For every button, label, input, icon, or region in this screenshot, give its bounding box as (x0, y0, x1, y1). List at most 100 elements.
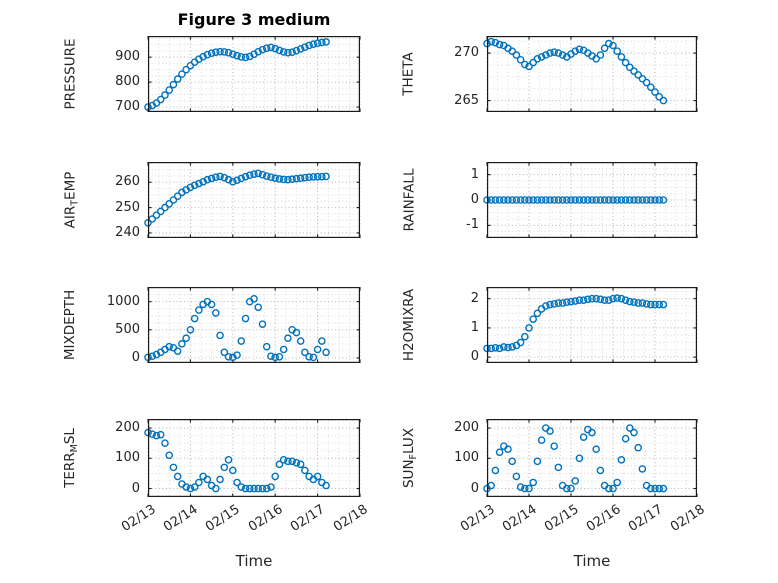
data-point (186, 325, 195, 334)
data-point (203, 50, 212, 59)
data-point (271, 44, 279, 53)
data-point (250, 484, 258, 493)
subplot-mixdepth: 0 500 1000 MIXDEPTH (62, 287, 361, 365)
data-point (516, 55, 525, 64)
data-point (288, 48, 296, 56)
data-point (621, 434, 630, 443)
data-point (296, 45, 305, 53)
data-point (199, 52, 207, 61)
data-point (182, 65, 190, 74)
data-point (617, 294, 626, 303)
x-tick-label: 02/16 (583, 502, 624, 535)
y-tick-label: -1 (466, 217, 479, 233)
data-point (262, 484, 271, 493)
x-tick-label: 02/17 (625, 502, 666, 535)
y-tick-label: 800 (115, 74, 140, 90)
data-point (642, 300, 651, 308)
data-point (161, 439, 169, 447)
data-point (284, 334, 292, 343)
x-tick-label: 02/16 (245, 502, 286, 535)
data-point (224, 48, 233, 57)
data-point (258, 484, 267, 493)
data-point (241, 484, 250, 493)
data-point (313, 345, 322, 354)
data-point (203, 175, 212, 184)
data-point (521, 484, 529, 493)
data-point (182, 334, 190, 343)
data-point (546, 49, 554, 57)
plot-area-h2omixra (483, 287, 698, 364)
x-axis-label-left: Time (235, 552, 273, 570)
subplot-air-temp: 240 250 260 AIRTEMP (62, 162, 361, 240)
data-point (178, 70, 186, 78)
data-point (292, 459, 301, 467)
data-point (301, 173, 309, 182)
data-point (592, 54, 600, 63)
data-point (605, 39, 613, 48)
data-point (571, 297, 579, 305)
y-tick-label: 1000 (106, 293, 140, 309)
data-point (592, 445, 600, 454)
data-point (491, 344, 500, 352)
data-point (537, 436, 546, 444)
data-point (152, 431, 161, 440)
data-point (224, 175, 233, 184)
data-point (495, 40, 504, 49)
data-point (186, 183, 195, 192)
y-axis-label-rainfall: RAINFALL (401, 168, 418, 232)
data-point (296, 337, 305, 345)
data-point (207, 300, 216, 309)
data-point (254, 47, 263, 56)
data-point (613, 478, 621, 487)
y-axis-label-h2omixra: H2OMIXRA (401, 288, 417, 362)
data-point (292, 174, 301, 183)
data-point (596, 295, 605, 304)
x-tick-label: 02/15 (541, 502, 582, 535)
y-tick-label: 240 (115, 224, 140, 240)
data-point (279, 345, 288, 354)
data-point (190, 483, 199, 491)
data-point (322, 172, 330, 181)
data-point (156, 95, 165, 104)
data-point (250, 295, 258, 303)
data-point (521, 196, 529, 204)
plot-area-mixdepth (144, 287, 361, 364)
data-point (284, 175, 292, 184)
y-tick-label: 200 (115, 420, 140, 436)
data-point (609, 294, 617, 303)
data-point (165, 451, 174, 460)
data-point (613, 196, 621, 204)
data-point (630, 67, 638, 75)
data-point (634, 196, 642, 204)
data-point (516, 483, 525, 491)
data-point (279, 175, 288, 184)
data-point (296, 174, 305, 183)
data-point (313, 39, 322, 48)
data-point (233, 351, 241, 359)
data-point (634, 71, 642, 79)
data-point (554, 196, 563, 204)
data-point (659, 96, 668, 105)
data-point (262, 172, 271, 180)
data-point (322, 38, 330, 46)
data-point (322, 348, 330, 357)
y-tick-label: 900 (115, 49, 140, 65)
data-point (220, 348, 229, 357)
data-point (296, 460, 305, 469)
data-point (199, 177, 207, 186)
data-point (504, 196, 512, 204)
data-point (563, 196, 571, 204)
data-point (525, 324, 533, 332)
data-point (491, 196, 500, 204)
y-tick-label: 0 (470, 349, 479, 365)
data-point (563, 484, 571, 493)
data-point (165, 342, 174, 351)
data-point (596, 466, 605, 475)
y-axis-label-mixdepth: MIXDEPTH (62, 289, 78, 361)
data-point (178, 340, 186, 348)
data-point (288, 175, 296, 184)
data-point (301, 348, 309, 357)
data-point (554, 49, 563, 57)
data-point (651, 88, 659, 96)
data-point (537, 196, 546, 204)
